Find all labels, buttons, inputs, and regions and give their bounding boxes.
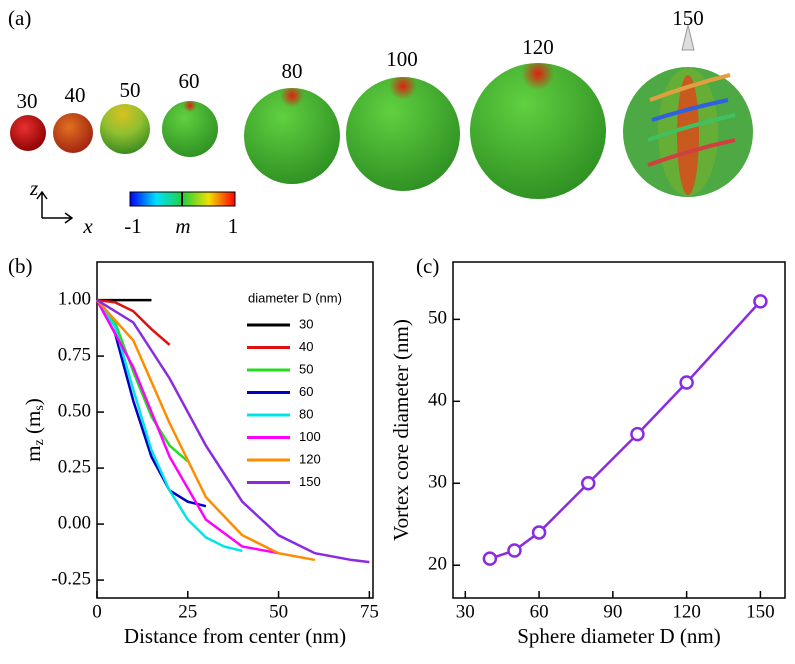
data-point	[482, 551, 498, 566]
y-axis-label-part: Vortex core diameter (nm)	[389, 319, 413, 541]
data-point	[679, 375, 694, 390]
sphere-core	[346, 77, 460, 191]
x-tick-label: 50	[269, 601, 288, 622]
y-tick-label: 40	[428, 390, 447, 411]
sphere	[100, 104, 150, 154]
series-line	[96, 299, 316, 562]
charts: (b) 0 25 50 75 1.00 0.75 0.50 0.25 0.00 -0.25 Dista…	[8, 254, 786, 648]
legend-label: 100	[299, 429, 321, 444]
y-axis-label-part: s	[32, 405, 47, 410]
y-axis-label: mz (ms)	[21, 398, 47, 462]
sphere	[53, 113, 93, 153]
sphere-core	[244, 88, 340, 184]
diameter-label: 40	[65, 83, 86, 107]
y-axis-label-part: (m	[21, 411, 45, 440]
y-tick-label: 50	[428, 308, 447, 329]
diameter-label: 150	[672, 6, 704, 30]
legend-label: 60	[299, 384, 313, 399]
sphere-core	[162, 101, 218, 157]
panel-a: (a) 30 40 50 60 80 100 120	[8, 6, 753, 238]
y-tick-label: 30	[428, 472, 447, 493]
axis-name: z	[29, 176, 38, 200]
diameter-label: 60	[179, 69, 200, 93]
series-line	[95, 299, 279, 555]
data-point	[531, 525, 547, 540]
x-tick-label: 30	[456, 601, 475, 622]
colorbar-label: -1	[124, 214, 142, 238]
plot-frame	[96, 261, 374, 599]
diameter-label: 120	[522, 35, 554, 59]
y-axis-label: Vortex core diameter (nm)	[389, 319, 413, 541]
diameter-label: 50	[120, 78, 141, 102]
legend-label: 120	[299, 451, 321, 466]
y-tick-label: -0.25	[51, 568, 91, 589]
series-line	[95, 299, 243, 553]
legend-label: 150	[299, 474, 321, 489]
diameter-label: 100	[386, 47, 418, 71]
series-line	[96, 298, 171, 346]
y-axis-label-part: )	[21, 398, 45, 405]
legend-title: diameter D (nm)	[248, 290, 342, 305]
panel-label: (a)	[8, 6, 31, 30]
x-tick-label: 150	[746, 601, 775, 622]
y-tick-label: 0.75	[58, 344, 91, 365]
y-tick-label: 0.25	[58, 456, 91, 477]
legend-label: 30	[299, 316, 313, 331]
diameter-label: 80	[282, 59, 303, 83]
diameter-label: 30	[17, 89, 38, 113]
y-tick-label: 20	[428, 554, 447, 575]
y-axis-label-part: m	[21, 445, 45, 461]
sphere-core	[470, 63, 606, 199]
y-tick-label: 0.50	[58, 400, 91, 421]
y-axis-label-part: z	[32, 439, 47, 445]
legend-label: 40	[299, 339, 313, 354]
x-axis-label: Distance from center (nm)	[124, 624, 346, 648]
x-tick-label: 60	[530, 601, 549, 622]
x-tick-label: 25	[178, 601, 197, 622]
y-tick-label: 0.00	[58, 512, 91, 533]
colorbar-label: 1	[228, 214, 239, 238]
panel-label: (c)	[416, 254, 439, 278]
data-point	[507, 543, 522, 558]
data-point	[581, 476, 596, 491]
legend-label: 80	[299, 406, 313, 421]
vortex-sphere	[623, 24, 753, 197]
sphere	[10, 115, 46, 151]
legend-label: 50	[299, 361, 313, 376]
x-tick-label: 90	[603, 601, 622, 622]
x-tick-label: 0	[92, 601, 102, 622]
colorbar-label: m	[175, 214, 190, 238]
panel-label: (b)	[8, 254, 33, 278]
plot-frame	[452, 261, 786, 599]
data-point	[753, 294, 768, 309]
y-tick-label: 1.00	[58, 288, 91, 309]
series-line	[96, 299, 370, 564]
axes-arrows	[36, 190, 74, 224]
data-point	[630, 426, 645, 442]
x-axis-label: Sphere diameter D (nm)	[517, 624, 721, 648]
x-tick-label: 120	[672, 601, 701, 622]
x-tick-label: 75	[360, 601, 379, 622]
axis-name: x	[82, 214, 93, 238]
series-line	[489, 300, 762, 560]
